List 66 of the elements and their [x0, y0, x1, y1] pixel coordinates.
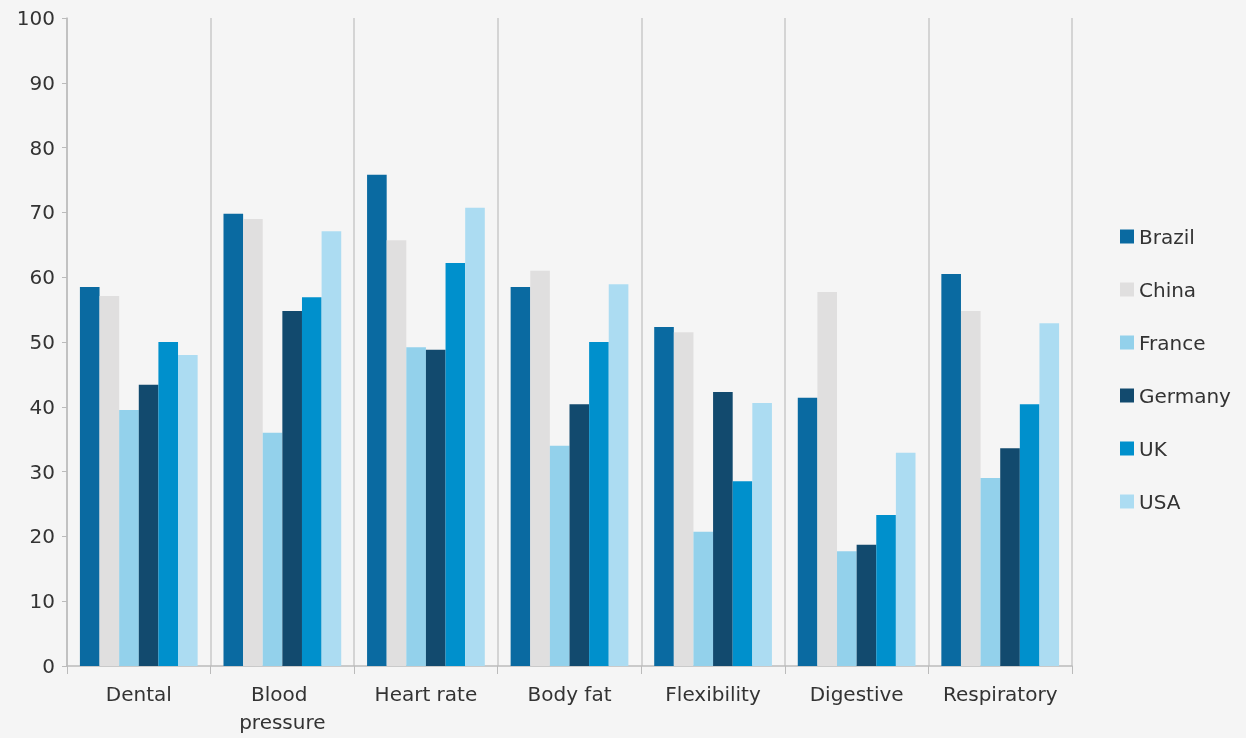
x-tick-label: Dental [105, 682, 172, 706]
y-tick-label: 70 [29, 200, 55, 225]
bar [79, 286, 100, 666]
x-tick-label: Blood pressure [239, 682, 326, 734]
bar [732, 481, 753, 666]
y-tick-label: 90 [29, 70, 55, 95]
bar [960, 310, 981, 666]
bar [797, 397, 818, 666]
bar [530, 270, 550, 666]
x-tick-label: Respiratory [942, 682, 1058, 706]
y-tick-label: 100 [16, 6, 55, 30]
bar [1019, 404, 1040, 666]
legend-label: USA [1139, 489, 1181, 514]
bar [895, 452, 916, 666]
bar [876, 515, 896, 666]
x-tick-label: Heart rate [374, 682, 478, 706]
legend-label: UK [1139, 436, 1168, 461]
legend-label: France [1139, 330, 1206, 355]
bar [856, 544, 877, 666]
bar [673, 332, 694, 666]
bar [837, 551, 857, 666]
bar [367, 174, 387, 666]
bar [243, 218, 263, 666]
bar [178, 354, 198, 666]
bar [445, 262, 466, 666]
legend-label: Brazil [1139, 224, 1195, 249]
bar [1000, 448, 1020, 666]
bar [569, 404, 590, 666]
bar [817, 292, 838, 666]
y-tick-label: 50 [29, 330, 55, 354]
bar [138, 384, 159, 666]
y-tick-label: 0 [42, 654, 55, 678]
bar [223, 213, 244, 666]
bar [941, 273, 961, 666]
bar [465, 207, 485, 666]
bar [980, 478, 1001, 666]
x-tick-label: Body fat [527, 682, 612, 706]
y-tick-label: 20 [29, 524, 55, 549]
bar [282, 310, 302, 666]
bar [158, 342, 179, 666]
bar [510, 286, 531, 666]
bar [549, 445, 570, 666]
y-tick-label: 30 [29, 459, 55, 484]
bar [713, 391, 733, 666]
bar [386, 240, 407, 666]
bar [425, 349, 446, 666]
bar [262, 432, 283, 666]
bar [654, 327, 674, 666]
x-tick-label: Flexibility [665, 682, 761, 706]
bar [406, 347, 426, 666]
x-tick-label: Digestive [809, 682, 904, 706]
legend-label: Germany [1139, 383, 1232, 408]
y-tick-label: 80 [29, 135, 55, 160]
bar [321, 231, 342, 666]
bar [1039, 323, 1060, 666]
bar [693, 531, 714, 666]
bar [752, 402, 772, 666]
bar [301, 297, 322, 666]
bar [589, 342, 609, 666]
bar [608, 284, 629, 666]
legend-label: China [1139, 277, 1197, 302]
bar [99, 295, 120, 666]
y-tick-label: 60 [29, 265, 55, 290]
bar [119, 410, 139, 666]
y-tick-label: 40 [29, 394, 55, 419]
y-tick-label: 10 [29, 589, 55, 614]
